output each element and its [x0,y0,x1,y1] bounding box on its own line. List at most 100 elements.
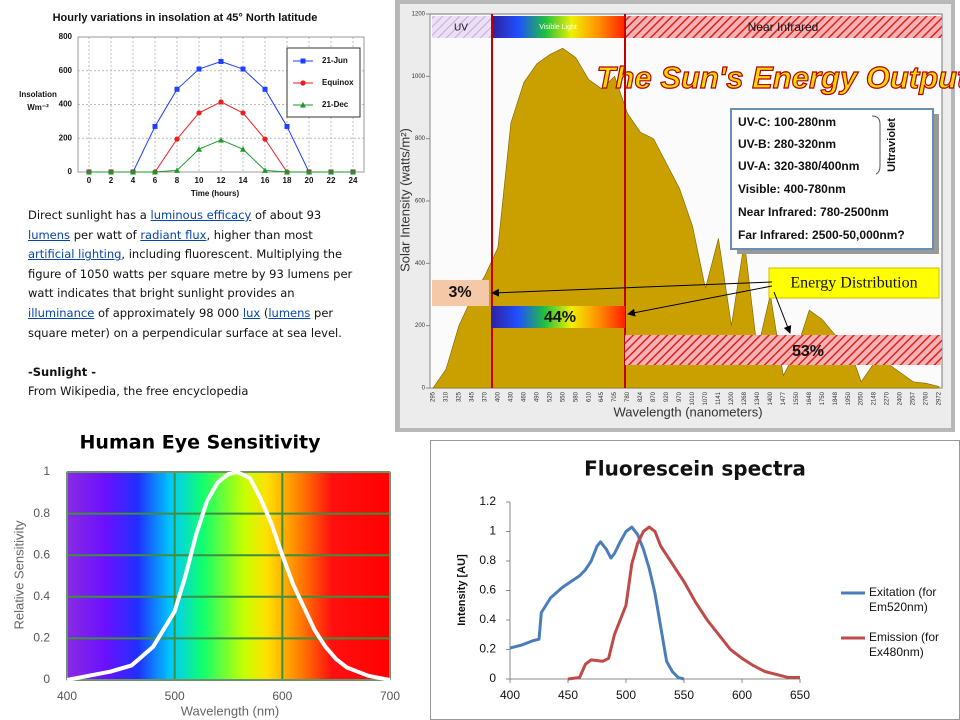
y-tick-label: 800 [415,136,426,142]
x-tick-label: 1950 [846,391,852,405]
line-series [509,525,685,681]
y-tick-label: 0 [43,672,50,686]
x-tick-label: 490 [534,391,540,402]
x-tick-label: 1750 [820,391,826,405]
marker [108,169,114,175]
x-tick-label: 1648 [807,391,813,405]
x-tick-label: 6 [153,176,158,185]
article-link[interactable]: lux [242,305,261,320]
x-tick-label: 1477 [781,391,787,405]
range-note: Near Infrared: 780-2500nm [738,205,889,219]
marker [262,167,268,173]
y-tick-label: 0.6 [33,547,50,561]
chart-title: Fluorescein spectra [584,457,806,481]
range-note: UV-C: 100-280nm [738,115,836,129]
x-tick-label: 2 [109,176,114,185]
marker [306,169,312,175]
x-tick-label: 2760 [924,391,930,405]
x-tick-label: 370 [482,391,488,402]
marker [152,123,158,129]
y-axis-label: Solar Intensity (watts/m²) [397,128,412,272]
x-tick-label: 500 [165,689,185,703]
source-title: -Sunlight - [28,364,97,379]
x-tick-label: 310 [444,391,450,402]
x-tick-label: 550 [674,688,694,702]
article-link[interactable]: lumens [28,227,71,242]
marker [218,58,224,64]
y-tick-label: 1200 [412,12,426,18]
x-tick-label: 450 [558,688,578,702]
y-axis-label: Relative Sensitivity [11,520,26,630]
y-axis-label: Insolation [19,90,57,99]
x-tick-label: 295 [431,391,437,402]
x-tick-label: 4 [131,176,136,185]
marker [300,58,306,64]
x-tick-label: 1010 [690,391,696,405]
y-axis-unit: Wm⁻² [27,103,49,112]
x-tick-label: 1268 [742,391,748,405]
arrow [627,285,773,317]
marker [196,66,202,72]
y-tick-label: 0 [489,671,496,685]
article-link[interactable]: radiant flux [140,227,207,242]
y-tick-label: 600 [415,199,426,205]
y-tick-label: 400 [415,261,426,267]
article-link[interactable]: luminous efficacy [150,208,252,222]
legend-label: 21-Dec [322,100,349,109]
band-label: UV [454,23,468,34]
x-tick-label: 650 [790,688,810,702]
article-text: per watt of [70,227,141,242]
x-tick-label: 600 [272,689,292,703]
y-tick-label: 0.2 [479,642,496,656]
article-link[interactable]: lumens [268,305,311,320]
y-tick-label: 800 [59,32,73,41]
marker [284,169,290,175]
range-note: Far Infrared: 2500-50,000nm? [738,228,905,242]
arrow [773,291,792,334]
x-tick-label: 610 [586,391,592,402]
sun-overlay: UV Visible Light Near Infrared UV-C: 100… [432,14,942,388]
x-tick-label: 0 [87,176,92,185]
y-tick-label: 400 [59,100,73,109]
range-note: UV-A: 320-380/400nm [738,159,859,173]
x-tick-label: 500 [616,688,636,702]
x-tick-label: 2148 [872,391,878,405]
marker [350,169,356,175]
y-tick-label: 0.6 [479,583,496,597]
x-tick-label: 400 [495,391,501,402]
share-box [625,335,942,365]
y-tick-label: 200 [415,323,426,329]
chart-title: Human Eye Sensitivity [80,432,322,454]
legend-label: Equinox [322,78,354,87]
chart-title: Hourly variations in insolation at 45° N… [53,12,318,24]
article-text: ( [260,305,269,320]
marker [218,99,224,105]
y-tick-label: 0.2 [33,631,50,645]
x-tick-label: 645 [599,391,605,402]
x-tick-label: 400 [57,689,77,703]
share-label: 44% [544,309,576,326]
y-tick-label: 0 [422,386,426,392]
x-axis-label: Wavelength (nanometers) [613,404,762,419]
band-label: Visible Light [539,24,577,31]
marker [240,110,246,116]
y-tick-label: 1 [489,524,496,538]
marker [328,169,334,175]
x-tick-label: 2972 [937,391,943,405]
x-tick-label: 2557 [911,391,917,405]
x-tick-label: 824 [638,391,644,402]
article-link[interactable]: illuminance [28,305,95,320]
line-series [66,470,391,682]
x-tick-label: 400 [500,688,520,702]
y-tick-label: 0.8 [479,553,496,567]
y-tick-label: 200 [59,133,73,142]
source: From Wikipedia, the free encyclopedia [28,384,249,399]
y-tick-label: 0.4 [33,589,50,603]
x-tick-label: 580 [573,391,579,402]
x-tick-label: 1070 [703,391,709,405]
article-link[interactable]: artificial lighting [28,247,122,262]
x-tick-label: 24 [349,176,358,185]
marker [174,136,180,142]
x-tick-label: 12 [217,176,226,185]
